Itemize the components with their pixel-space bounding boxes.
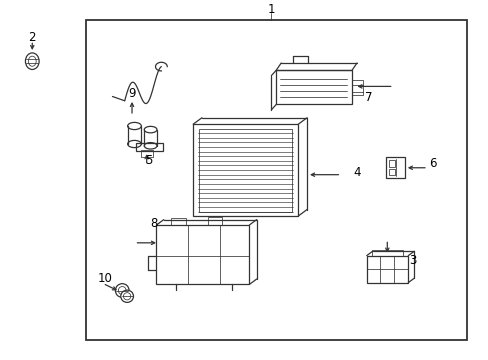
Text: 2: 2	[28, 31, 36, 44]
Bar	[366, 256, 407, 283]
Text: 3: 3	[408, 255, 416, 267]
Bar	[141, 150, 153, 157]
Bar	[386, 157, 404, 178]
Bar	[207, 217, 222, 225]
Ellipse shape	[121, 290, 133, 302]
Bar	[156, 225, 249, 284]
Bar	[193, 124, 298, 216]
Ellipse shape	[115, 284, 129, 297]
Text: 10: 10	[98, 273, 112, 285]
Ellipse shape	[25, 53, 39, 69]
Bar	[371, 250, 403, 256]
Text: 7: 7	[365, 91, 372, 104]
Bar	[276, 70, 351, 104]
Bar	[351, 80, 362, 95]
Bar	[136, 143, 163, 151]
Bar	[85, 20, 466, 340]
Text: 4: 4	[352, 166, 360, 179]
Text: 6: 6	[428, 157, 436, 170]
Text: 9: 9	[128, 87, 136, 100]
Text: 8: 8	[150, 217, 158, 230]
Bar	[171, 218, 185, 225]
Bar	[388, 169, 394, 175]
Bar	[199, 129, 292, 212]
Text: 5: 5	[145, 154, 153, 167]
Text: 1: 1	[267, 3, 275, 15]
Bar	[388, 160, 394, 167]
